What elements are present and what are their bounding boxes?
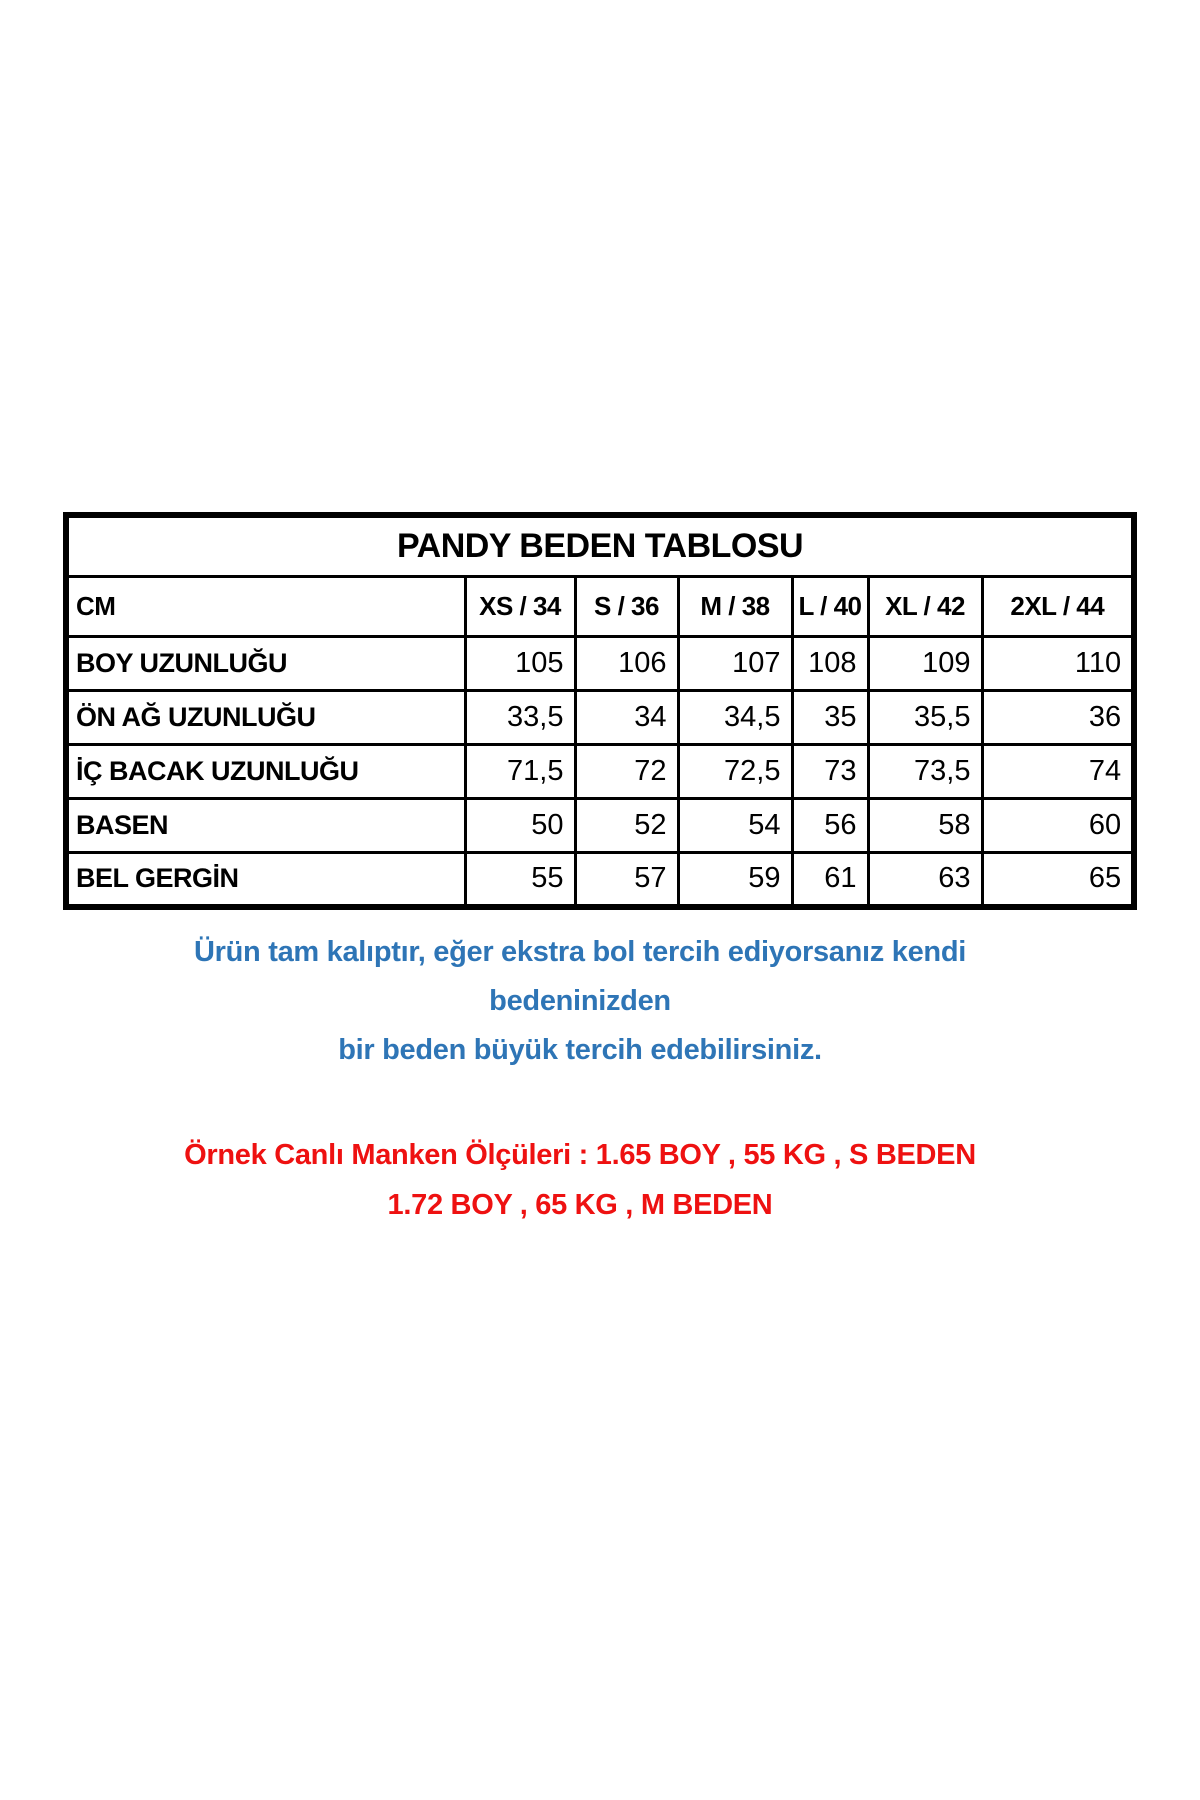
fit-note-line-1: Ürün tam kalıptır, eğer ekstra bol terci… xyxy=(194,936,966,968)
size-value-cell: 106 xyxy=(573,635,680,692)
size-value-cell: 52 xyxy=(573,797,680,854)
size-value-cell: 105 xyxy=(463,635,577,692)
table-title-row: PANDY BEDEN TABLOSU xyxy=(64,513,1136,578)
fit-note-line-2: bedeninizden xyxy=(489,985,671,1017)
row-label: İÇ BACAK UZUNLUĞU xyxy=(64,743,467,800)
size-value-cell: 74 xyxy=(980,743,1136,800)
table-row-basen: BASEN 50 52 54 56 58 60 xyxy=(64,797,1136,854)
size-value-cell: 110 xyxy=(980,635,1136,692)
size-table: PANDY BEDEN TABLOSU CM XS / 34 S / 36 M … xyxy=(63,512,1138,910)
row-label: BOY UZUNLUĞU xyxy=(64,635,467,692)
row-label: BASEN xyxy=(64,797,467,854)
column-header-m: M / 38 xyxy=(676,575,794,638)
column-header-xl: XL / 42 xyxy=(866,575,984,638)
unit-header: CM xyxy=(64,575,467,638)
size-value-cell: 73 xyxy=(790,743,870,800)
column-header-s: S / 36 xyxy=(573,575,680,638)
size-value-cell: 107 xyxy=(676,635,794,692)
table-row-boy-uzunlugu: BOY UZUNLUĞU 105 106 107 108 109 110 xyxy=(64,635,1136,692)
size-value-cell: 59 xyxy=(676,851,794,908)
row-label: ÖN AĞ UZUNLUĞU xyxy=(64,689,467,746)
size-value-cell: 33,5 xyxy=(463,689,577,746)
column-header-l: L / 40 xyxy=(790,575,870,638)
size-value-cell: 55 xyxy=(463,851,577,908)
size-value-cell: 56 xyxy=(790,797,870,854)
column-header-2xl: 2XL / 44 xyxy=(980,575,1136,638)
size-value-cell: 109 xyxy=(866,635,984,692)
size-value-cell: 63 xyxy=(866,851,984,908)
model-note: Örnek Canlı Manken Ölçüleri : 1.65 BOY ,… xyxy=(20,1130,1140,1230)
column-header-xs: XS / 34 xyxy=(463,575,577,638)
size-value-cell: 73,5 xyxy=(866,743,984,800)
model-note-line-1: Örnek Canlı Manken Ölçüleri : 1.65 BOY ,… xyxy=(184,1139,976,1171)
table-row-on-ag-uzunlugu: ÖN AĞ UZUNLUĞU 33,5 34 34,5 35 35,5 36 xyxy=(64,689,1136,746)
size-value-cell: 50 xyxy=(463,797,577,854)
table-row-ic-bacak-uzunlugu: İÇ BACAK UZUNLUĞU 71,5 72 72,5 73 73,5 7… xyxy=(64,743,1136,800)
size-value-cell: 108 xyxy=(790,635,870,692)
table-row-bel-gergin: BEL GERGİN 55 57 59 61 63 65 xyxy=(64,851,1136,908)
size-value-cell: 58 xyxy=(866,797,984,854)
size-value-cell: 54 xyxy=(676,797,794,854)
size-value-cell: 35 xyxy=(790,689,870,746)
fit-note: Ürün tam kalıptır, eğer ekstra bol terci… xyxy=(20,928,1140,1075)
size-value-cell: 35,5 xyxy=(866,689,984,746)
size-value-cell: 65 xyxy=(980,851,1136,908)
size-value-cell: 72 xyxy=(573,743,680,800)
table-title: PANDY BEDEN TABLOSU xyxy=(64,513,1136,578)
fit-note-line-3: bir beden büyük tercih edebilirsiniz. xyxy=(338,1034,822,1066)
size-value-cell: 34,5 xyxy=(676,689,794,746)
size-value-cell: 60 xyxy=(980,797,1136,854)
size-value-cell: 34 xyxy=(573,689,680,746)
table-header-row: CM XS / 34 S / 36 M / 38 L / 40 XL / 42 … xyxy=(64,575,1136,638)
size-value-cell: 57 xyxy=(573,851,680,908)
model-note-line-2: 1.72 BOY , 65 KG , M BEDEN xyxy=(387,1189,773,1221)
row-label: BEL GERGİN xyxy=(64,851,467,908)
size-value-cell: 61 xyxy=(790,851,870,908)
size-value-cell: 72,5 xyxy=(676,743,794,800)
size-value-cell: 71,5 xyxy=(463,743,577,800)
size-value-cell: 36 xyxy=(980,689,1136,746)
